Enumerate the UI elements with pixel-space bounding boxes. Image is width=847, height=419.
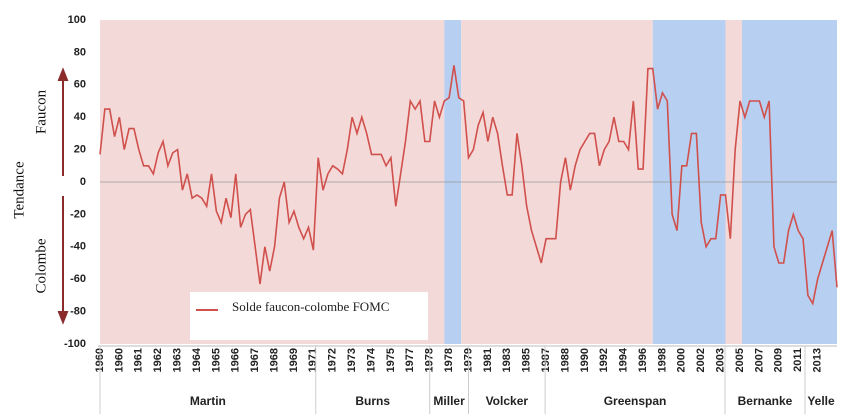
chair-name: Miller bbox=[433, 394, 465, 408]
x-tick-label: 1967 bbox=[249, 348, 261, 372]
x-tick-label: 1960 bbox=[113, 348, 125, 372]
x-tick-label: 1994 bbox=[618, 347, 630, 372]
x-tick-label: 2011 bbox=[792, 348, 804, 372]
x-tick-label: 1983 bbox=[501, 348, 513, 372]
legend-swatch bbox=[196, 309, 218, 311]
x-tick-label: 2000 bbox=[676, 348, 688, 372]
y-axis-label: Tendance bbox=[11, 161, 27, 219]
y-tick-label: 80 bbox=[74, 46, 86, 58]
x-tick-label: 1978 bbox=[443, 348, 455, 372]
x-tick-label: 1998 bbox=[656, 348, 668, 372]
x-tick-label: 1990 bbox=[579, 348, 591, 372]
arrow-head bbox=[57, 311, 69, 325]
y-tick-label: -20 bbox=[70, 208, 86, 220]
x-tick-label: 1968 bbox=[268, 348, 280, 372]
series-line bbox=[99, 65, 838, 306]
y-tick-label: 20 bbox=[74, 144, 86, 156]
x-tick-label: 1992 bbox=[598, 348, 610, 372]
x-tick-label: 1974 bbox=[365, 347, 377, 372]
x-tick-label: 1966 bbox=[230, 348, 242, 372]
x-tick-label: 1965 bbox=[210, 348, 222, 372]
y-tick-label: 40 bbox=[74, 111, 86, 123]
arrow-head bbox=[57, 67, 69, 81]
chair-name: Greenspan bbox=[604, 394, 667, 408]
y-tick-label: 100 bbox=[68, 14, 86, 26]
x-tick-label: 1961 bbox=[133, 348, 145, 372]
x-tick-label: 1973 bbox=[346, 348, 358, 372]
x-tick-label: 1972 bbox=[327, 348, 339, 372]
x-tick-label: 1962 bbox=[152, 348, 164, 372]
x-tick-label: 2009 bbox=[773, 348, 785, 372]
arrows bbox=[57, 67, 69, 325]
x-tick-label: 1963 bbox=[171, 348, 183, 372]
chair-name: Volcker bbox=[486, 394, 529, 408]
x-tick-label: 1971 bbox=[307, 348, 319, 372]
x-tick-label: 1977 bbox=[404, 348, 416, 372]
y-tick-label: 0 bbox=[80, 176, 86, 188]
x-tick-label: 1985 bbox=[521, 348, 533, 372]
x-tick-label: 1987 bbox=[540, 348, 552, 372]
chair-name: Martin bbox=[190, 394, 226, 408]
x-tick-label: 2005 bbox=[734, 348, 746, 372]
x-tick-label: 1975 bbox=[385, 348, 397, 372]
x-tick-label: 2007 bbox=[753, 348, 765, 372]
x-tick-label: 1996 bbox=[637, 348, 649, 372]
x-tick-label: 2002 bbox=[695, 348, 707, 372]
legend-label: Solde faucon-colombe FOMC bbox=[232, 299, 390, 314]
x-tick-label: 1969 bbox=[288, 348, 300, 372]
y-tick-label: -80 bbox=[70, 306, 86, 318]
chair-name: Bernanke bbox=[738, 394, 793, 408]
y-tick-label: -40 bbox=[70, 241, 86, 253]
x-tick-label: 2003 bbox=[715, 348, 727, 372]
y-tick-label: 60 bbox=[74, 79, 86, 91]
lower-label: Colombe bbox=[33, 238, 49, 293]
y-tick-label: -100 bbox=[64, 338, 86, 350]
chair-name: Yelle bbox=[807, 394, 835, 408]
x-tick-label: 1988 bbox=[559, 348, 571, 372]
chair-name: Burns bbox=[355, 394, 390, 408]
y-tick-label: -60 bbox=[70, 273, 86, 285]
upper-label: Faucon bbox=[33, 89, 49, 134]
x-tick-label: 1981 bbox=[482, 348, 494, 372]
x-tick-label: 2013 bbox=[812, 348, 824, 372]
x-tick-label: 1964 bbox=[191, 347, 203, 372]
legend: Solde faucon-colombe FOMC bbox=[190, 292, 428, 340]
